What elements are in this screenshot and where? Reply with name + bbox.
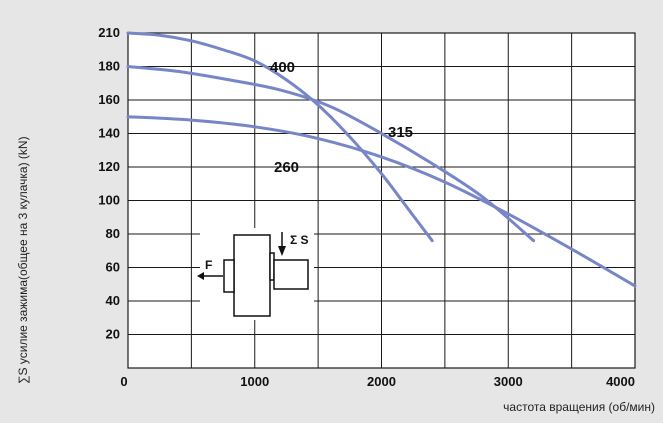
y-tick-label: 140: [98, 126, 120, 141]
grid: [127, 32, 636, 369]
y-tick-label: 60: [106, 260, 120, 275]
series-label-400: 400: [270, 59, 295, 76]
y-tick-label: 180: [98, 59, 120, 74]
series-label-260: 260: [274, 159, 299, 176]
force-arrow-icon: [197, 272, 204, 280]
series-line-400: [126, 31, 434, 243]
x-tick-label: 0: [120, 374, 127, 389]
x-axis-title: частота вращения (об/мин): [503, 400, 655, 414]
tick-labels: 20 40 60 80 100 120 140 160 180 210 0 1000 2000 3000 4…: [98, 25, 635, 389]
chuck-front-flange: [223, 259, 235, 293]
x-tick-label: 2000: [367, 374, 396, 389]
chuck-body: [233, 234, 271, 317]
y-tick-label: 120: [98, 159, 120, 174]
series-line-315: [126, 65, 536, 243]
y-tick-label: 160: [98, 92, 120, 107]
series-line-260: [126, 115, 637, 288]
y-tick-label: 100: [98, 193, 120, 208]
force-label: F: [205, 258, 212, 272]
clamp-label: Σ S: [290, 233, 309, 247]
plot-border: [127, 32, 636, 369]
y-tick-label: 80: [106, 226, 120, 241]
y-tick-label: 20: [106, 327, 120, 342]
y-tick-label: 210: [98, 25, 120, 40]
workpiece: [273, 259, 309, 290]
clamp-diagram: [197, 228, 314, 320]
clamp-arrow-icon: [278, 246, 286, 256]
x-tick-label: 1000: [240, 374, 269, 389]
x-tick-label: 3000: [494, 374, 523, 389]
y-axis-title: ∑S усилие зажима(общее на 3 кулачка) (kN…: [16, 136, 30, 384]
y-tick-label: 40: [106, 293, 120, 308]
series-label-315: 315: [388, 124, 413, 141]
x-tick-label: 4000: [606, 374, 635, 389]
series-lines: [126, 31, 637, 288]
